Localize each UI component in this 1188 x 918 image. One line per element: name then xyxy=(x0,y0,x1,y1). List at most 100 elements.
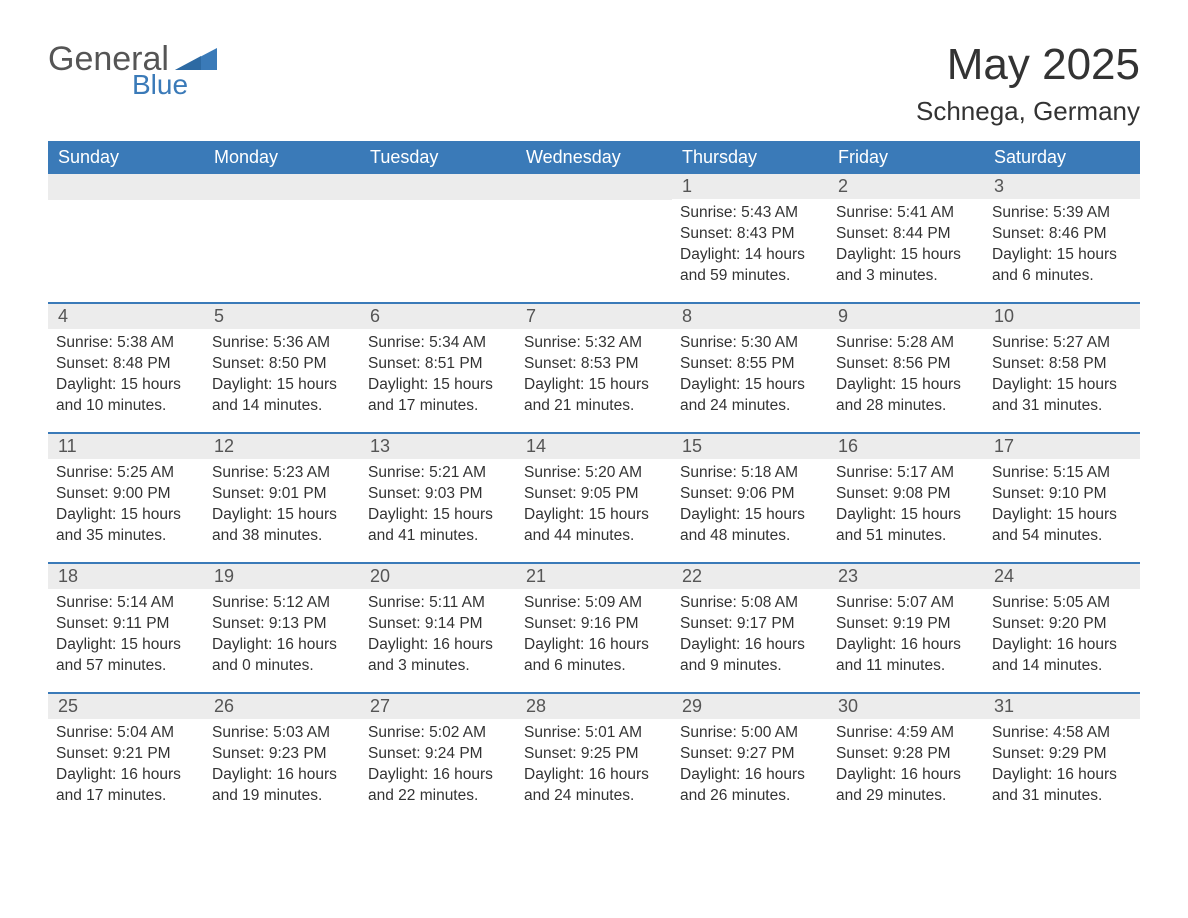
location-text: Schnega, Germany xyxy=(916,96,1140,127)
empty-day-cell xyxy=(204,174,360,302)
day-number: 21 xyxy=(516,564,672,589)
sunrise-text: Sunrise: 5:15 AM xyxy=(992,463,1132,484)
sunrise-text: Sunrise: 5:20 AM xyxy=(524,463,664,484)
day-details: Sunrise: 5:30 AMSunset: 8:55 PMDaylight:… xyxy=(672,329,828,417)
day-cell: 15Sunrise: 5:18 AMSunset: 9:06 PMDayligh… xyxy=(672,434,828,562)
sunset-text: Sunset: 9:03 PM xyxy=(368,484,508,505)
daylight-text: Daylight: 16 hours and 29 minutes. xyxy=(836,765,976,807)
sunset-text: Sunset: 9:13 PM xyxy=(212,614,352,635)
daylight-text: Daylight: 15 hours and 6 minutes. xyxy=(992,245,1132,287)
day-cell: 9Sunrise: 5:28 AMSunset: 8:56 PMDaylight… xyxy=(828,304,984,432)
day-details: Sunrise: 5:21 AMSunset: 9:03 PMDaylight:… xyxy=(360,459,516,547)
sunrise-text: Sunrise: 5:01 AM xyxy=(524,723,664,744)
daylight-text: Daylight: 16 hours and 3 minutes. xyxy=(368,635,508,677)
day-number: 12 xyxy=(204,434,360,459)
sunset-text: Sunset: 8:51 PM xyxy=(368,354,508,375)
day-details: Sunrise: 5:12 AMSunset: 9:13 PMDaylight:… xyxy=(204,589,360,677)
day-cell: 3Sunrise: 5:39 AMSunset: 8:46 PMDaylight… xyxy=(984,174,1140,302)
day-details: Sunrise: 5:20 AMSunset: 9:05 PMDaylight:… xyxy=(516,459,672,547)
day-details: Sunrise: 4:59 AMSunset: 9:28 PMDaylight:… xyxy=(828,719,984,807)
day-details: Sunrise: 5:15 AMSunset: 9:10 PMDaylight:… xyxy=(984,459,1140,547)
logo: General Blue xyxy=(48,40,217,101)
daylight-text: Daylight: 15 hours and 57 minutes. xyxy=(56,635,196,677)
daylight-text: Daylight: 15 hours and 48 minutes. xyxy=(680,505,820,547)
day-cell: 24Sunrise: 5:05 AMSunset: 9:20 PMDayligh… xyxy=(984,564,1140,692)
sunrise-text: Sunrise: 5:08 AM xyxy=(680,593,820,614)
sunrise-text: Sunrise: 5:21 AM xyxy=(368,463,508,484)
day-details: Sunrise: 5:18 AMSunset: 9:06 PMDaylight:… xyxy=(672,459,828,547)
day-details: Sunrise: 5:23 AMSunset: 9:01 PMDaylight:… xyxy=(204,459,360,547)
day-details: Sunrise: 4:58 AMSunset: 9:29 PMDaylight:… xyxy=(984,719,1140,807)
calendar: SundayMondayTuesdayWednesdayThursdayFrid… xyxy=(48,141,1140,822)
day-number: 17 xyxy=(984,434,1140,459)
sunset-text: Sunset: 9:05 PM xyxy=(524,484,664,505)
daylight-text: Daylight: 15 hours and 24 minutes. xyxy=(680,375,820,417)
day-number: 2 xyxy=(828,174,984,199)
day-cell: 2Sunrise: 5:41 AMSunset: 8:44 PMDaylight… xyxy=(828,174,984,302)
day-number xyxy=(516,174,672,200)
day-cell: 4Sunrise: 5:38 AMSunset: 8:48 PMDaylight… xyxy=(48,304,204,432)
sunrise-text: Sunrise: 5:07 AM xyxy=(836,593,976,614)
day-number: 19 xyxy=(204,564,360,589)
daylight-text: Daylight: 15 hours and 28 minutes. xyxy=(836,375,976,417)
calendar-week: 25Sunrise: 5:04 AMSunset: 9:21 PMDayligh… xyxy=(48,692,1140,822)
day-cell: 10Sunrise: 5:27 AMSunset: 8:58 PMDayligh… xyxy=(984,304,1140,432)
sunrise-text: Sunrise: 5:32 AM xyxy=(524,333,664,354)
day-details: Sunrise: 5:03 AMSunset: 9:23 PMDaylight:… xyxy=(204,719,360,807)
day-header: Tuesday xyxy=(360,141,516,174)
page-header: General Blue May 2025 Schnega, Germany xyxy=(48,40,1140,127)
daylight-text: Daylight: 16 hours and 14 minutes. xyxy=(992,635,1132,677)
sunrise-text: Sunrise: 5:25 AM xyxy=(56,463,196,484)
day-details: Sunrise: 5:08 AMSunset: 9:17 PMDaylight:… xyxy=(672,589,828,677)
daylight-text: Daylight: 15 hours and 17 minutes. xyxy=(368,375,508,417)
sunset-text: Sunset: 8:46 PM xyxy=(992,224,1132,245)
sunrise-text: Sunrise: 5:39 AM xyxy=(992,203,1132,224)
daylight-text: Daylight: 15 hours and 21 minutes. xyxy=(524,375,664,417)
sunset-text: Sunset: 9:14 PM xyxy=(368,614,508,635)
day-details: Sunrise: 5:36 AMSunset: 8:50 PMDaylight:… xyxy=(204,329,360,417)
daylight-text: Daylight: 15 hours and 3 minutes. xyxy=(836,245,976,287)
day-number: 1 xyxy=(672,174,828,199)
sunset-text: Sunset: 8:55 PM xyxy=(680,354,820,375)
day-header: Friday xyxy=(828,141,984,174)
sunset-text: Sunset: 9:29 PM xyxy=(992,744,1132,765)
day-cell: 7Sunrise: 5:32 AMSunset: 8:53 PMDaylight… xyxy=(516,304,672,432)
daylight-text: Daylight: 16 hours and 0 minutes. xyxy=(212,635,352,677)
day-number: 5 xyxy=(204,304,360,329)
sunrise-text: Sunrise: 5:09 AM xyxy=(524,593,664,614)
day-number xyxy=(204,174,360,200)
sunrise-text: Sunrise: 5:28 AM xyxy=(836,333,976,354)
day-number: 30 xyxy=(828,694,984,719)
day-number xyxy=(48,174,204,200)
sunset-text: Sunset: 9:27 PM xyxy=(680,744,820,765)
title-block: May 2025 Schnega, Germany xyxy=(916,40,1140,127)
sunset-text: Sunset: 9:06 PM xyxy=(680,484,820,505)
day-details: Sunrise: 5:05 AMSunset: 9:20 PMDaylight:… xyxy=(984,589,1140,677)
day-cell: 31Sunrise: 4:58 AMSunset: 9:29 PMDayligh… xyxy=(984,694,1140,822)
daylight-text: Daylight: 16 hours and 31 minutes. xyxy=(992,765,1132,807)
day-cell: 18Sunrise: 5:14 AMSunset: 9:11 PMDayligh… xyxy=(48,564,204,692)
sunset-text: Sunset: 9:21 PM xyxy=(56,744,196,765)
daylight-text: Daylight: 16 hours and 6 minutes. xyxy=(524,635,664,677)
day-number: 22 xyxy=(672,564,828,589)
sunset-text: Sunset: 8:43 PM xyxy=(680,224,820,245)
day-details: Sunrise: 5:43 AMSunset: 8:43 PMDaylight:… xyxy=(672,199,828,287)
day-details: Sunrise: 5:00 AMSunset: 9:27 PMDaylight:… xyxy=(672,719,828,807)
sunrise-text: Sunrise: 5:00 AM xyxy=(680,723,820,744)
sunset-text: Sunset: 9:17 PM xyxy=(680,614,820,635)
sunrise-text: Sunrise: 4:58 AM xyxy=(992,723,1132,744)
empty-day-cell xyxy=(48,174,204,302)
sunset-text: Sunset: 9:24 PM xyxy=(368,744,508,765)
day-details: Sunrise: 5:34 AMSunset: 8:51 PMDaylight:… xyxy=(360,329,516,417)
sunset-text: Sunset: 9:28 PM xyxy=(836,744,976,765)
day-cell: 8Sunrise: 5:30 AMSunset: 8:55 PMDaylight… xyxy=(672,304,828,432)
daylight-text: Daylight: 15 hours and 51 minutes. xyxy=(836,505,976,547)
sunrise-text: Sunrise: 4:59 AM xyxy=(836,723,976,744)
day-number: 27 xyxy=(360,694,516,719)
day-cell: 11Sunrise: 5:25 AMSunset: 9:00 PMDayligh… xyxy=(48,434,204,562)
sunset-text: Sunset: 9:08 PM xyxy=(836,484,976,505)
day-header: Saturday xyxy=(984,141,1140,174)
day-details: Sunrise: 5:38 AMSunset: 8:48 PMDaylight:… xyxy=(48,329,204,417)
day-number: 13 xyxy=(360,434,516,459)
sunrise-text: Sunrise: 5:05 AM xyxy=(992,593,1132,614)
